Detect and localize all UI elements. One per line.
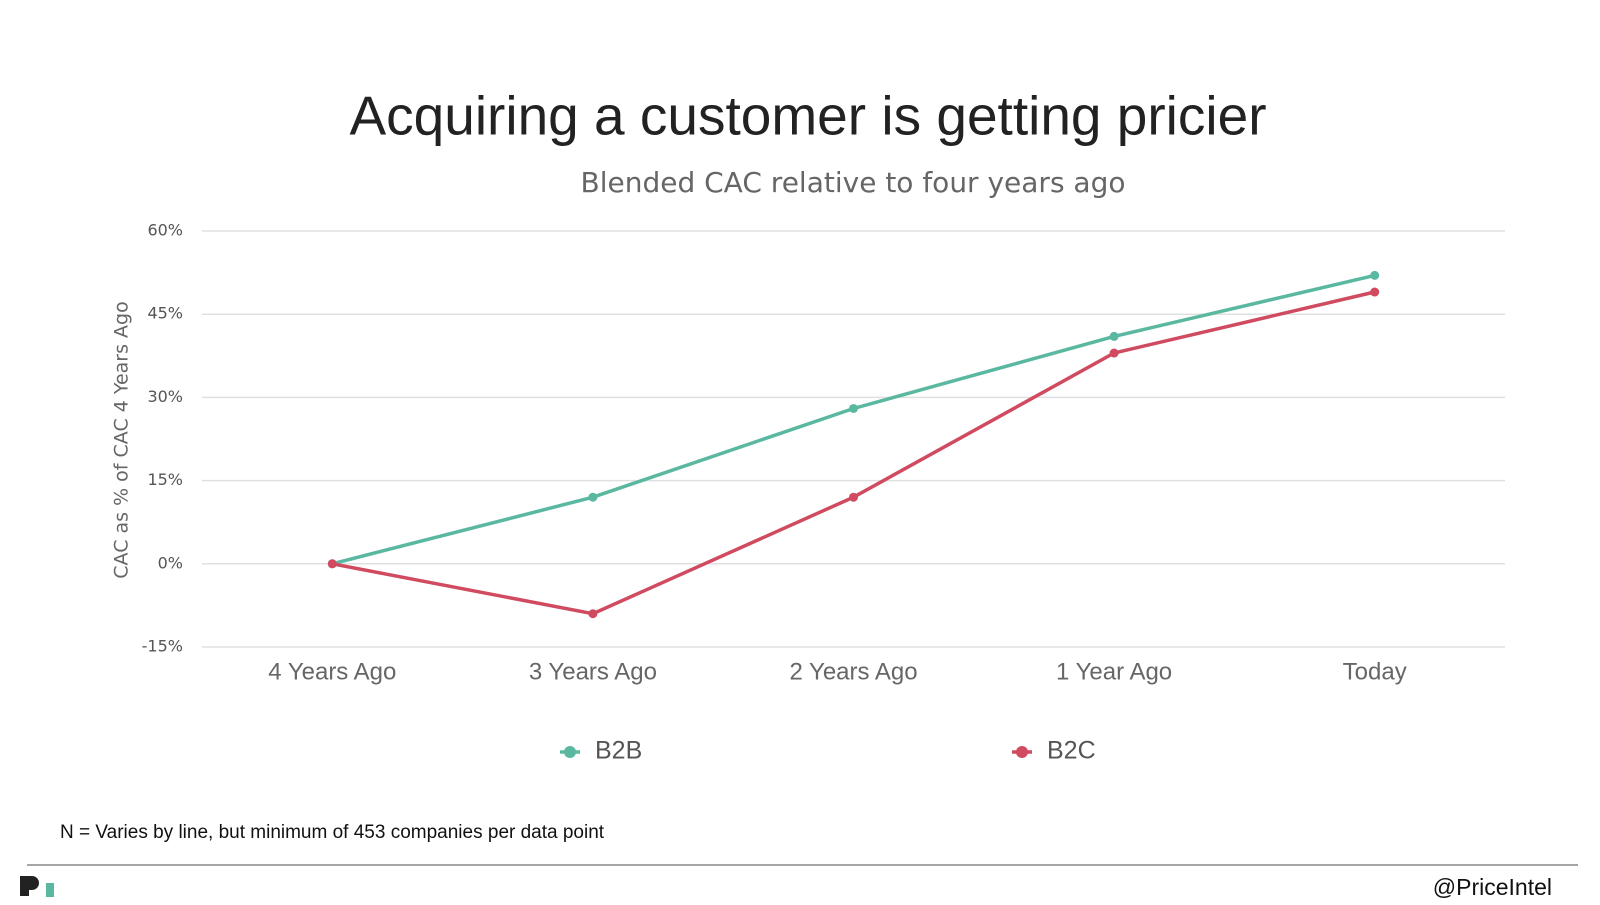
chart-subtitle: Blended CAC relative to four years ago: [581, 166, 1126, 199]
legend-label[interactable]: B2B: [595, 737, 642, 765]
chart-title: Acquiring a customer is getting pricier: [349, 85, 1266, 147]
y-axis-label: CAC as % of CAC 4 Years Ago: [111, 301, 133, 578]
handle: @PriceIntel: [1433, 874, 1552, 900]
x-tick-label: 1 Year Ago: [1056, 658, 1172, 685]
data-point: [1109, 331, 1119, 341]
x-tick-label: 2 Years Ago: [789, 658, 917, 685]
data-point: [849, 492, 858, 502]
legend-marker: [564, 746, 576, 758]
x-tick-label: 4 Years Ago: [268, 658, 396, 685]
y-tick-label: -15%: [142, 637, 183, 656]
x-tick-label: Today: [1343, 658, 1407, 685]
data-point: [849, 403, 858, 413]
legend-label[interactable]: B2C: [1047, 737, 1096, 765]
y-tick-label: 60%: [147, 221, 183, 240]
data-point: [1370, 270, 1380, 280]
data-point: [588, 609, 598, 619]
legend-marker: [1016, 746, 1028, 758]
x-tick-label: 3 Years Ago: [529, 658, 657, 685]
data-point: [1109, 348, 1119, 358]
logo: [20, 876, 54, 897]
y-tick-label: 30%: [147, 387, 183, 406]
y-tick-label: 15%: [147, 470, 183, 489]
series-line: [331, 273, 1376, 566]
y-tick-label: 0%: [158, 553, 183, 572]
data-point: [1370, 287, 1380, 297]
data-point: [327, 559, 337, 569]
y-tick-label: 45%: [147, 304, 183, 323]
data-point: [588, 492, 598, 502]
series-line: [331, 290, 1376, 616]
footnote: N = Varies by line, but minimum of 453 c…: [60, 822, 605, 843]
